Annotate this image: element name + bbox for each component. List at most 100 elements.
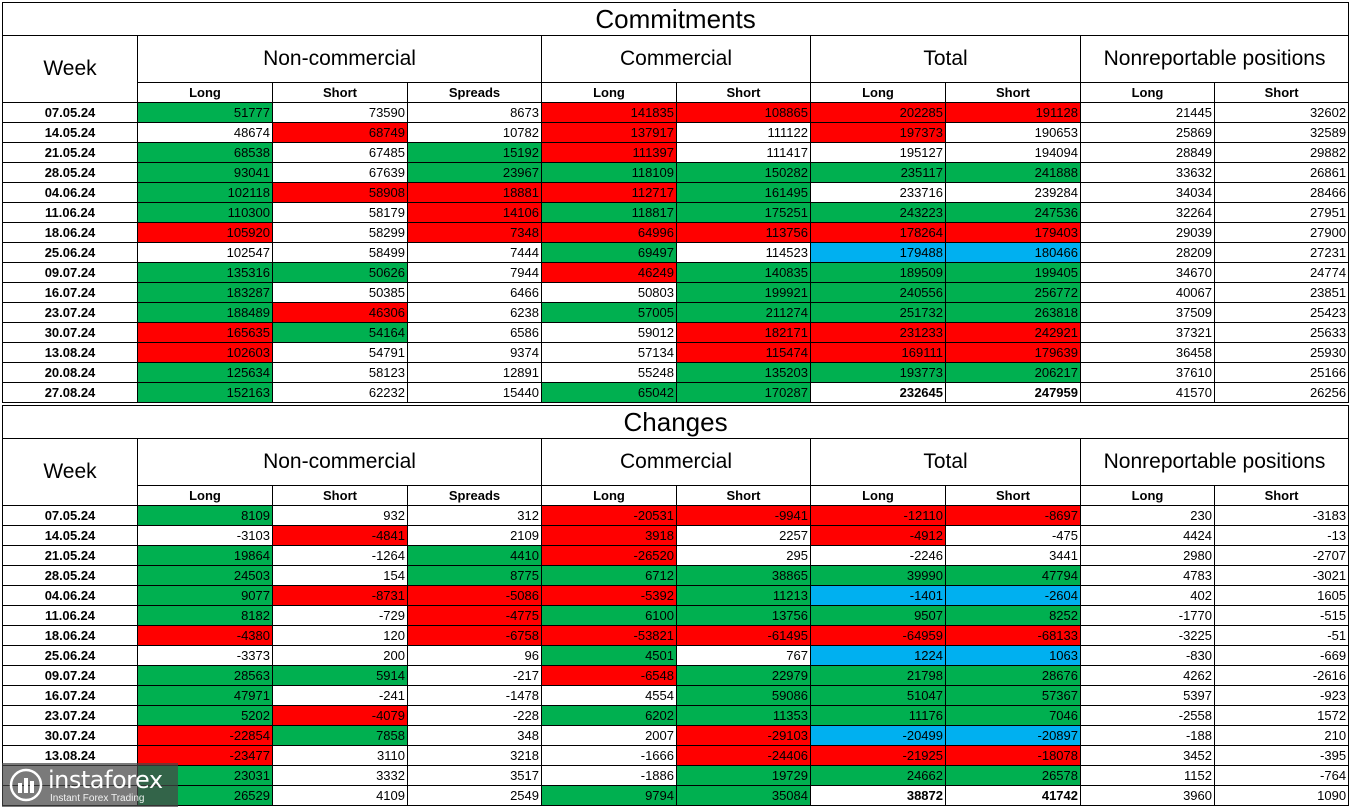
value-cell: 23967 bbox=[407, 162, 542, 183]
nr-short-header: Short bbox=[1213, 485, 1350, 506]
value-cell: 3452 bbox=[1080, 745, 1215, 766]
table-row: 21.05.24 19864 -1264 4410 -26520 295 -2246 3441… bbox=[2, 545, 1350, 566]
value-cell: -26520 bbox=[541, 545, 677, 566]
value-cell: -729 bbox=[272, 605, 408, 626]
value-cell: -830 bbox=[1080, 645, 1215, 666]
value-cell: -20897 bbox=[945, 725, 1081, 746]
value-cell: 210 bbox=[1213, 725, 1350, 746]
commitments-table: Commitments Week Non-commercial Commerci… bbox=[1, 2, 1350, 403]
value-cell: 2549 bbox=[407, 785, 542, 806]
value-cell: 251732 bbox=[810, 302, 946, 323]
chart-bars-icon bbox=[9, 768, 43, 802]
value-cell: 58179 bbox=[272, 202, 408, 223]
c-short-header: Short bbox=[676, 82, 811, 103]
value-cell: 28209 bbox=[1080, 242, 1215, 263]
value-cell: 58499 bbox=[272, 242, 408, 263]
value-cell: 179639 bbox=[945, 342, 1081, 363]
week-cell: 14.05.24 bbox=[2, 122, 138, 143]
value-cell: -4841 bbox=[272, 525, 408, 546]
table-row: 28.05.24 93041 67639 23967 118109 150282 23511… bbox=[2, 162, 1350, 183]
value-cell: 235117 bbox=[810, 162, 946, 183]
value-cell: 6586 bbox=[407, 322, 542, 343]
value-cell: 67639 bbox=[272, 162, 408, 183]
value-cell: 3517 bbox=[407, 765, 542, 786]
value-cell: -923 bbox=[1213, 685, 1350, 706]
week-cell: 11.06.24 bbox=[2, 605, 138, 626]
value-cell: 29882 bbox=[1213, 142, 1350, 163]
value-cell: 108865 bbox=[676, 102, 811, 123]
week-cell: 25.06.24 bbox=[2, 242, 138, 263]
value-cell: -1401 bbox=[810, 585, 946, 606]
week-cell: 16.07.24 bbox=[2, 282, 138, 303]
value-cell: 231233 bbox=[810, 322, 946, 343]
value-cell: 247959 bbox=[945, 382, 1081, 403]
value-cell: 33632 bbox=[1080, 162, 1215, 183]
value-cell: -3183 bbox=[1213, 505, 1350, 526]
value-cell: -1478 bbox=[407, 685, 542, 706]
value-cell: 199405 bbox=[945, 262, 1081, 283]
week-cell: 20.08.24 bbox=[2, 362, 138, 383]
value-cell: 23851 bbox=[1213, 282, 1350, 303]
value-cell: 25869 bbox=[1080, 122, 1215, 143]
value-cell: -21925 bbox=[810, 745, 946, 766]
value-cell: 179488 bbox=[810, 242, 946, 263]
value-cell: -6758 bbox=[407, 625, 542, 646]
value-cell: -4380 bbox=[137, 625, 273, 646]
value-cell: 47794 bbox=[945, 565, 1081, 586]
value-cell: 57134 bbox=[541, 342, 677, 363]
value-cell: 230 bbox=[1080, 505, 1215, 526]
table-row: 04.06.24 9077 -8731 -5086 -5392 11213 -1401 -26… bbox=[2, 585, 1350, 606]
non-commercial-header: Non-commercial bbox=[137, 438, 542, 486]
value-cell: 8109 bbox=[137, 505, 273, 526]
nc-long-header: Long bbox=[137, 485, 273, 506]
changes-table: Changes Week Non-commercial Commercial T… bbox=[1, 405, 1350, 806]
table-row: 28.05.24 24503 154 8775 6712 38865 39990 47794 4… bbox=[2, 565, 1350, 586]
value-cell: 58299 bbox=[272, 222, 408, 243]
value-cell: -2558 bbox=[1080, 705, 1215, 726]
value-cell: 47971 bbox=[137, 685, 273, 706]
week-cell: 13.08.24 bbox=[2, 342, 138, 363]
value-cell: 183287 bbox=[137, 282, 273, 303]
week-header: Week bbox=[2, 438, 138, 506]
value-cell: 102603 bbox=[137, 342, 273, 363]
value-cell: 14106 bbox=[407, 202, 542, 223]
value-cell: 21798 bbox=[810, 665, 946, 686]
week-cell: 14.05.24 bbox=[2, 525, 138, 546]
value-cell: 26256 bbox=[1213, 382, 1350, 403]
value-cell: 2257 bbox=[676, 525, 811, 546]
value-cell: -22854 bbox=[137, 725, 273, 746]
week-cell: 23.07.24 bbox=[2, 302, 138, 323]
week-cell: 28.05.24 bbox=[2, 565, 138, 586]
nc-spreads-header: Spreads bbox=[407, 82, 542, 103]
value-cell: 25930 bbox=[1213, 342, 1350, 363]
value-cell: 24503 bbox=[137, 565, 273, 586]
value-cell: 3332 bbox=[272, 765, 408, 786]
table-row: 30.07.24 -22854 7858 348 2007 -29103 -20499 -20… bbox=[2, 725, 1350, 746]
week-cell: 30.07.24 bbox=[2, 322, 138, 343]
value-cell: 141835 bbox=[541, 102, 677, 123]
instaforex-watermark: instaforex Instant Forex Trading bbox=[2, 763, 178, 807]
value-cell: 73590 bbox=[272, 102, 408, 123]
value-cell: 28676 bbox=[945, 665, 1081, 686]
value-cell: 240556 bbox=[810, 282, 946, 303]
nonreportable-header: Nonreportable positions bbox=[1079, 438, 1350, 486]
value-cell: 3960 bbox=[1080, 785, 1215, 806]
value-cell: 114523 bbox=[676, 242, 811, 263]
value-cell: 58123 bbox=[272, 362, 408, 383]
value-cell: 111122 bbox=[676, 122, 811, 143]
value-cell: -1264 bbox=[272, 545, 408, 566]
value-cell: 2980 bbox=[1080, 545, 1215, 566]
value-cell: 111417 bbox=[676, 142, 811, 163]
value-cell: 105920 bbox=[137, 222, 273, 243]
value-cell: 54791 bbox=[272, 342, 408, 363]
value-cell: 348 bbox=[407, 725, 542, 746]
value-cell: 32602 bbox=[1213, 102, 1350, 123]
commitments-title: Commitments bbox=[1, 2, 1350, 36]
table-row: 14.05.24 -3103 -4841 2109 3918 2257 -4912 -475 4… bbox=[2, 525, 1350, 546]
value-cell: 7944 bbox=[407, 262, 542, 283]
value-cell: -29103 bbox=[676, 725, 811, 746]
table-row: 13.08.24 -23477 3110 3218 -1666 -24406 -21925-… bbox=[2, 745, 1350, 766]
value-cell: 175251 bbox=[676, 202, 811, 223]
nonreportable-header: Nonreportable positions bbox=[1079, 35, 1350, 83]
value-cell: 58908 bbox=[272, 182, 408, 203]
